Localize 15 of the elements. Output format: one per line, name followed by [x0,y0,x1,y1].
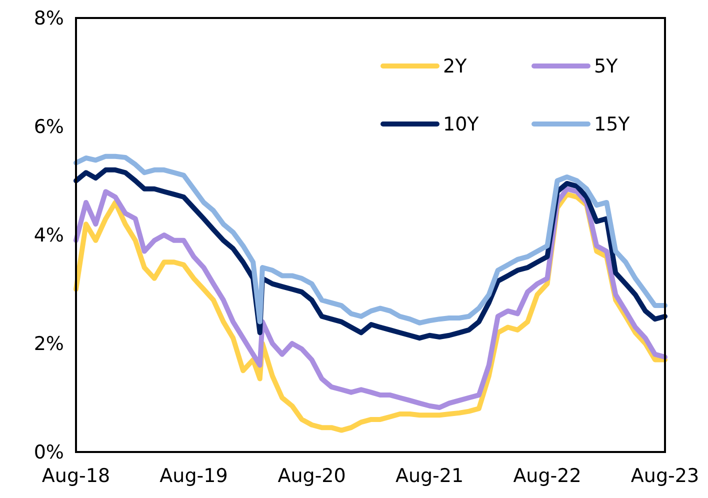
legend-label: 10Y [443,114,480,136]
x-tick-label: Aug-20 [278,465,346,487]
x-tick-label: Aug-23 [630,465,700,487]
y-tick-label: 8% [34,8,64,30]
legend-label: 15Y [594,114,630,136]
x-tick-label: Aug-19 [160,465,228,487]
x-tick-label: Aug-21 [395,465,464,487]
y-tick-label: 6% [34,116,64,138]
legend-label: 2Y [443,56,468,78]
y-tick-label: 0% [34,442,64,464]
y-tick-label: 4% [34,224,64,247]
x-tick-label: Aug-18 [42,465,110,487]
x-tick-label: Aug-22 [513,465,582,487]
y-tick-label: 2% [34,333,64,356]
legend-label: 5Y [594,56,618,78]
